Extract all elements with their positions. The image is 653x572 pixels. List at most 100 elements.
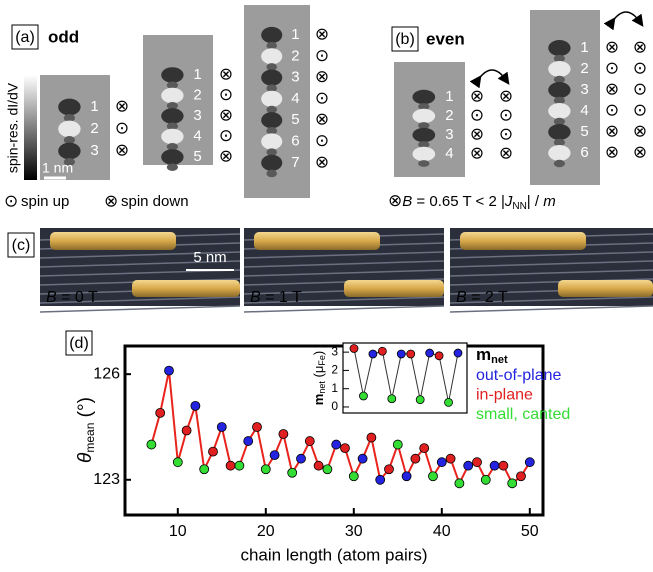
spin-symbol: ⊗	[115, 96, 129, 115]
spin-symbol: ⊙	[219, 126, 233, 145]
stm-lobe	[266, 148, 277, 156]
inset-y-label: mnet (μFe)	[311, 351, 327, 405]
spin-symbol: ⊙	[219, 85, 233, 104]
stm-lobe	[548, 124, 571, 140]
legend-label: spin up	[21, 193, 69, 210]
stm-lobe	[266, 84, 277, 93]
swap-arrow	[603, 11, 644, 31]
stm-lobe	[418, 103, 430, 110]
stm-lobe	[548, 82, 571, 98]
spin-symbol: ⊙	[315, 131, 329, 150]
field-label: B = 2 T	[456, 289, 508, 306]
stm-lobe	[161, 87, 184, 104]
field-value: = 0 T	[57, 289, 98, 306]
colorbar-label: spin-res. dI/dV	[5, 82, 21, 173]
site-number: 1	[445, 88, 453, 105]
site-number: 5	[291, 111, 299, 128]
data-point	[146, 439, 157, 450]
spin-symbol: ⊗	[315, 152, 329, 171]
site-number: 5	[193, 148, 201, 165]
x-tick-label: 10	[169, 523, 187, 540]
data-point	[434, 351, 444, 361]
panel-label: (d)	[69, 335, 89, 352]
spin-symbol: ⊗	[470, 124, 484, 143]
data-point	[304, 436, 315, 446]
spin-symbol: ⊙	[470, 105, 484, 124]
stm-lobe	[553, 138, 566, 147]
label-box	[7, 232, 35, 258]
stm-lobe	[266, 63, 277, 71]
data-point	[296, 453, 306, 464]
data-point	[425, 348, 435, 358]
data-point	[349, 344, 359, 353]
site-number: 1	[90, 98, 98, 115]
data-point	[155, 407, 166, 418]
site-number: 1	[580, 39, 588, 56]
terrace-step	[449, 305, 653, 313]
data-point	[348, 471, 359, 482]
data-point	[313, 460, 324, 471]
stm-lobe	[418, 122, 430, 129]
stm-lobe	[63, 158, 75, 166]
legend-label: in-plane	[476, 387, 533, 404]
stm-lobe	[548, 61, 571, 77]
data-point	[419, 443, 430, 454]
data-point	[445, 453, 456, 464]
data-point	[260, 464, 271, 475]
data-point	[359, 391, 368, 401]
x-axis-label: chain length (atom pairs)	[240, 545, 427, 564]
data-point	[444, 397, 453, 407]
site-number: 3	[580, 81, 588, 98]
spin-symbol: ⊗	[633, 37, 647, 56]
terrace-step	[449, 296, 653, 304]
stm-lobe	[553, 159, 566, 168]
stm-lobe	[166, 163, 178, 171]
data-point	[384, 464, 394, 475]
x-tick-label: 40	[433, 523, 451, 540]
data-point	[498, 460, 509, 471]
panel-title: odd	[48, 27, 79, 46]
data-point	[199, 464, 210, 475]
data-point	[401, 471, 412, 482]
data-point	[269, 450, 280, 461]
stm-lobe	[166, 122, 178, 130]
stm-lobe	[412, 108, 436, 124]
stm-lobe	[548, 145, 571, 161]
stm-lobe	[166, 81, 178, 89]
terrace-step	[243, 269, 445, 277]
site-number: 3	[445, 126, 453, 143]
data-point	[507, 478, 518, 489]
stm-lobe	[266, 127, 277, 135]
y-tick-label: 3	[331, 344, 338, 358]
stm-lobe	[261, 26, 283, 44]
data-point	[368, 349, 378, 359]
stm-lobe	[261, 69, 283, 86]
site-number: 2	[90, 120, 98, 137]
legend-label: small, canted	[476, 406, 570, 423]
spin-symbol: ⊙	[633, 79, 647, 98]
data-point	[415, 395, 425, 405]
data-point	[252, 422, 262, 432]
chain-bar	[558, 280, 653, 297]
spin-symbol: ⊗	[605, 121, 619, 140]
spin-symbol: ⊗	[470, 86, 484, 105]
stm-lobe	[548, 40, 571, 56]
data-point	[366, 432, 377, 443]
spin-symbol: ⊙	[315, 88, 329, 107]
panel-title: even	[426, 29, 465, 48]
field-label: ⊗B = 0.65 T < 2 |JNN| / m	[388, 191, 556, 211]
label-box	[65, 330, 93, 356]
data-point	[377, 346, 387, 356]
site-number: 2	[445, 107, 453, 124]
data-point	[472, 457, 482, 468]
site-number: 2	[291, 47, 299, 64]
label-box	[391, 26, 419, 52]
chain-bar	[460, 232, 586, 250]
data-point	[489, 460, 500, 471]
data-point	[396, 349, 406, 359]
data-point	[216, 422, 227, 432]
stm-lobe	[261, 112, 283, 129]
y-tick-label: 123	[93, 471, 120, 488]
data-point	[428, 471, 438, 482]
spin-symbol: ⊗	[315, 67, 329, 86]
